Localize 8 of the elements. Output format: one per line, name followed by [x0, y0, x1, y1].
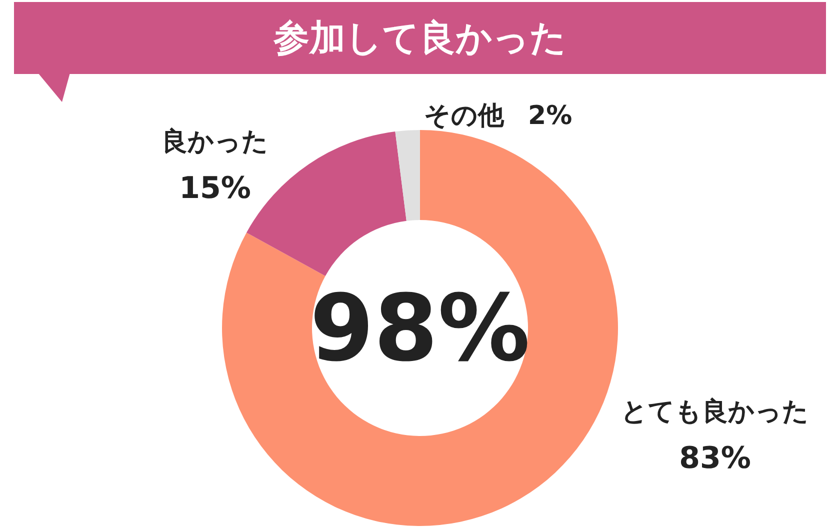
slice-label: その他 [424, 101, 505, 131]
data-label: 15% [179, 171, 251, 206]
chart-title: 参加して良かった [272, 18, 566, 59]
slice-label: 良かった [162, 127, 268, 157]
slice-label: とても良かった [621, 397, 809, 427]
data-label: 2% [528, 101, 572, 131]
text: 98% [310, 275, 530, 382]
data-label: 83% [679, 441, 751, 476]
